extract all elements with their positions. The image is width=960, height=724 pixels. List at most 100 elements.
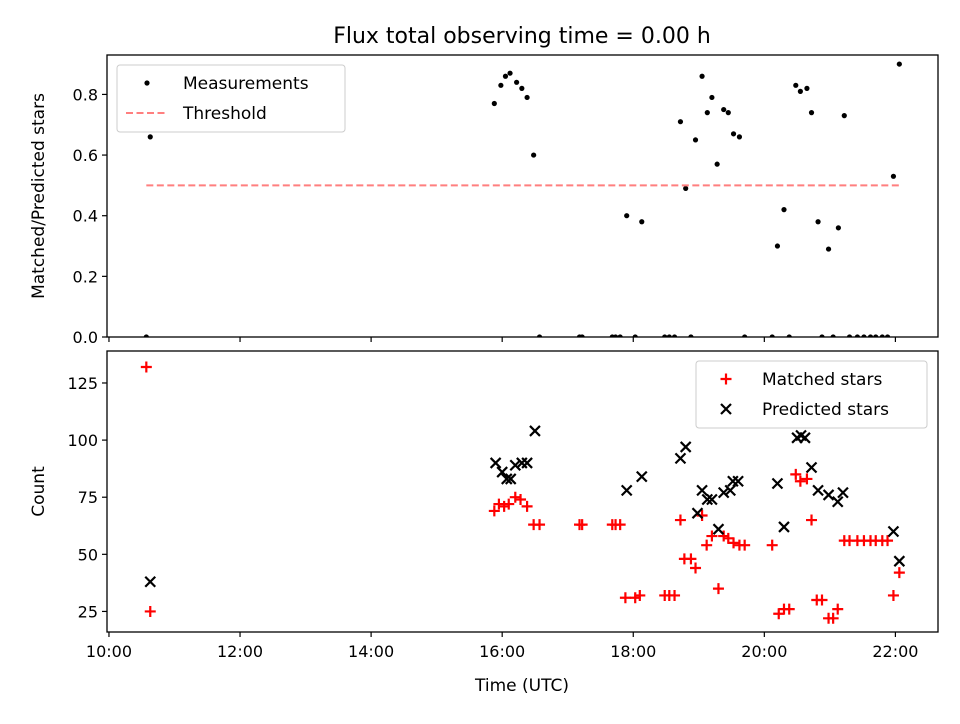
- data-point: [806, 514, 818, 526]
- data-point: [524, 94, 530, 101]
- data-point: [841, 113, 847, 119]
- data-point: [837, 486, 849, 499]
- panel-frame: [106, 54, 939, 338]
- data-point: [498, 82, 504, 88]
- data-point: [822, 489, 835, 501]
- data-point: [690, 562, 702, 574]
- data-point: [515, 493, 527, 505]
- data-point: [893, 567, 905, 579]
- data-point: [614, 519, 626, 531]
- data-point: [529, 425, 541, 437]
- data-point: [619, 592, 631, 604]
- data-point: [147, 134, 153, 140]
- data-point: [140, 361, 152, 373]
- data-point: [893, 555, 906, 567]
- legend-label: Threshold: [182, 104, 267, 124]
- data-point: [669, 589, 681, 601]
- data-point: [896, 61, 902, 67]
- data-point: [692, 137, 699, 143]
- data-point: [890, 173, 897, 179]
- data-point: [504, 473, 517, 485]
- panel-data: [140, 361, 906, 624]
- data-point: [496, 466, 508, 478]
- data-point: [771, 477, 784, 490]
- data-point: [778, 521, 790, 533]
- data-point: [797, 88, 803, 94]
- data-point: [674, 452, 687, 465]
- data-point: [706, 530, 718, 542]
- data-point: [701, 493, 714, 506]
- legend-label: Matched stars: [762, 370, 882, 390]
- data-point: [730, 131, 737, 137]
- data-point: [635, 470, 648, 483]
- data-point: [831, 496, 844, 508]
- data-point: [685, 553, 697, 565]
- data-point: [725, 110, 731, 116]
- data-point: [794, 475, 806, 487]
- data-point: [887, 589, 899, 601]
- legend-marker: [144, 80, 150, 86]
- data-point: [835, 225, 841, 231]
- data-point: [724, 484, 737, 497]
- data-point: [882, 535, 894, 547]
- data-point: [493, 498, 505, 510]
- x-tick-label: 20:00: [741, 642, 787, 661]
- data-point: [509, 491, 521, 503]
- data-point: [727, 475, 739, 487]
- data-point: [783, 603, 795, 615]
- data-point: [793, 82, 799, 88]
- panel-2: 25 50 75 100 125 10:00 12:00 14:00 16:00 18:00 20:…: [29, 350, 939, 661]
- panel-1: 0.0 0.2 0.4 0.6 0.8 Matched/Predicted stars Me…: [29, 54, 939, 347]
- data-point: [717, 486, 730, 499]
- data-point: [683, 185, 689, 192]
- data-point: [502, 73, 509, 79]
- data-point: [500, 473, 513, 485]
- data-point: [805, 461, 818, 474]
- y-axis-label: Matched/Predicted stars: [29, 93, 49, 299]
- data-point: [514, 79, 520, 85]
- data-point: [534, 519, 546, 531]
- data-point: [781, 207, 787, 213]
- data-point: [712, 583, 724, 595]
- data-point: [712, 523, 725, 535]
- data-point: [825, 246, 832, 252]
- data-point: [815, 219, 821, 225]
- data-point: [812, 484, 824, 497]
- y-tick-label: 100: [67, 431, 98, 450]
- data-point: [816, 594, 828, 606]
- data-point: [696, 484, 708, 497]
- data-point: [521, 457, 533, 469]
- data-point: [827, 612, 839, 624]
- data-point: [714, 161, 720, 167]
- legend-box: [695, 360, 928, 429]
- legend-box: [116, 64, 346, 133]
- x-tick-label: 12:00: [217, 642, 263, 661]
- y-tick-label: 0.4: [73, 207, 98, 226]
- data-point: [732, 475, 744, 487]
- panel-frame: [106, 350, 939, 633]
- data-point: [887, 525, 900, 538]
- data-point: [728, 537, 740, 549]
- y-tick-label: 75: [78, 488, 98, 507]
- data-point: [736, 134, 743, 140]
- data-point: [774, 243, 781, 249]
- x-tick-label: 22:00: [872, 642, 918, 661]
- data-point: [576, 519, 588, 531]
- data-point: [639, 219, 645, 225]
- chart-title: Flux total observing time = 0.00 h: [333, 24, 711, 49]
- data-point: [507, 70, 513, 76]
- data-point: [709, 94, 715, 101]
- data-point: [491, 100, 497, 107]
- data-point: [691, 507, 704, 519]
- data-point: [766, 539, 778, 551]
- data-point: [832, 603, 844, 615]
- data-point: [790, 468, 802, 480]
- legend-marker: [720, 403, 732, 415]
- data-point: [144, 605, 156, 617]
- x-tick-label: 14:00: [348, 642, 394, 661]
- data-point: [701, 539, 713, 551]
- data-point: [679, 441, 692, 453]
- data-point: [699, 73, 705, 79]
